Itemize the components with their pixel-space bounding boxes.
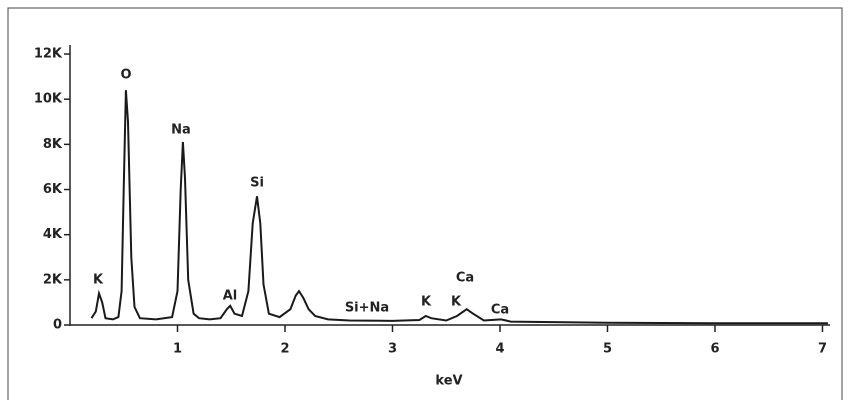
x-tick-label: 7 xyxy=(818,342,827,357)
frame xyxy=(7,7,843,400)
peak-label: Al xyxy=(223,289,238,304)
x-tick-label: 4 xyxy=(495,342,504,357)
peak-label: K xyxy=(93,273,104,288)
y-tick-label: 2K xyxy=(43,272,63,287)
x-tick-label: 6 xyxy=(710,342,719,357)
y-tick-label: 6K xyxy=(43,182,63,197)
y-tick-label: 12K xyxy=(34,47,63,62)
y-tick-label: 4K xyxy=(43,227,63,242)
y-tick-label: 8K xyxy=(43,137,63,152)
peak-label: Si xyxy=(250,176,264,191)
peak-label: Ca xyxy=(491,303,509,318)
x-tick-label: 1 xyxy=(173,342,182,357)
peak-label: O xyxy=(120,68,131,83)
x-tick-label: 2 xyxy=(280,342,289,357)
peak-label: Na xyxy=(171,123,191,138)
peak-label: K xyxy=(421,295,432,310)
x-axis-label: keV xyxy=(435,374,462,389)
x-tick-label: 3 xyxy=(388,342,397,357)
y-tick-label: 0 xyxy=(53,318,62,333)
peak-label: Ca xyxy=(456,271,474,286)
peak-label: Si+Na xyxy=(345,301,389,316)
y-tick-label: 10K xyxy=(34,92,63,107)
x-tick-label: 5 xyxy=(603,342,612,357)
peak-label: K xyxy=(451,295,462,310)
spectrum-line xyxy=(90,90,828,325)
